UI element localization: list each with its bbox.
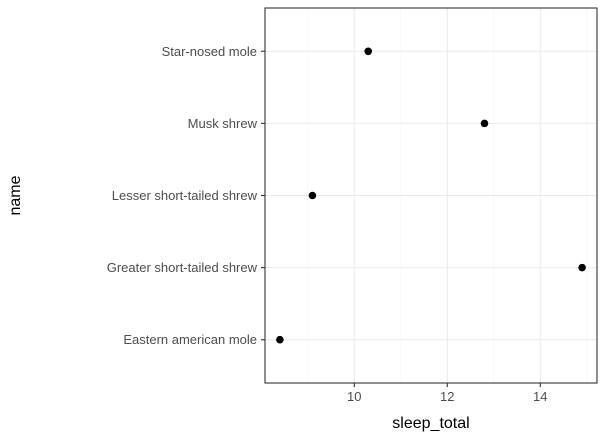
y-tick-label: Lesser short-tailed shrew bbox=[112, 188, 258, 203]
data-points bbox=[276, 47, 586, 344]
x-tick-label: 14 bbox=[533, 389, 547, 404]
y-tick-label: Greater short-tailed shrew bbox=[107, 260, 258, 275]
x-axis-title: sleep_total bbox=[392, 415, 469, 432]
y-axis-title: name bbox=[7, 175, 24, 215]
y-tick-label: Eastern american mole bbox=[123, 332, 257, 347]
x-axis-ticks: 10 12 14 bbox=[347, 383, 548, 404]
data-point bbox=[364, 47, 373, 56]
y-axis-ticks: Eastern american mole Greater short-taile… bbox=[107, 44, 265, 347]
x-tick-label: 12 bbox=[440, 389, 454, 404]
data-point bbox=[276, 335, 284, 344]
data-point bbox=[578, 263, 586, 272]
data-point bbox=[480, 119, 489, 128]
y-tick-label: Musk shrew bbox=[188, 116, 258, 131]
x-tick-label: 10 bbox=[347, 389, 361, 404]
data-point bbox=[308, 191, 317, 200]
y-tick-label: Star-nosed mole bbox=[162, 44, 257, 59]
grid-major bbox=[265, 8, 597, 383]
